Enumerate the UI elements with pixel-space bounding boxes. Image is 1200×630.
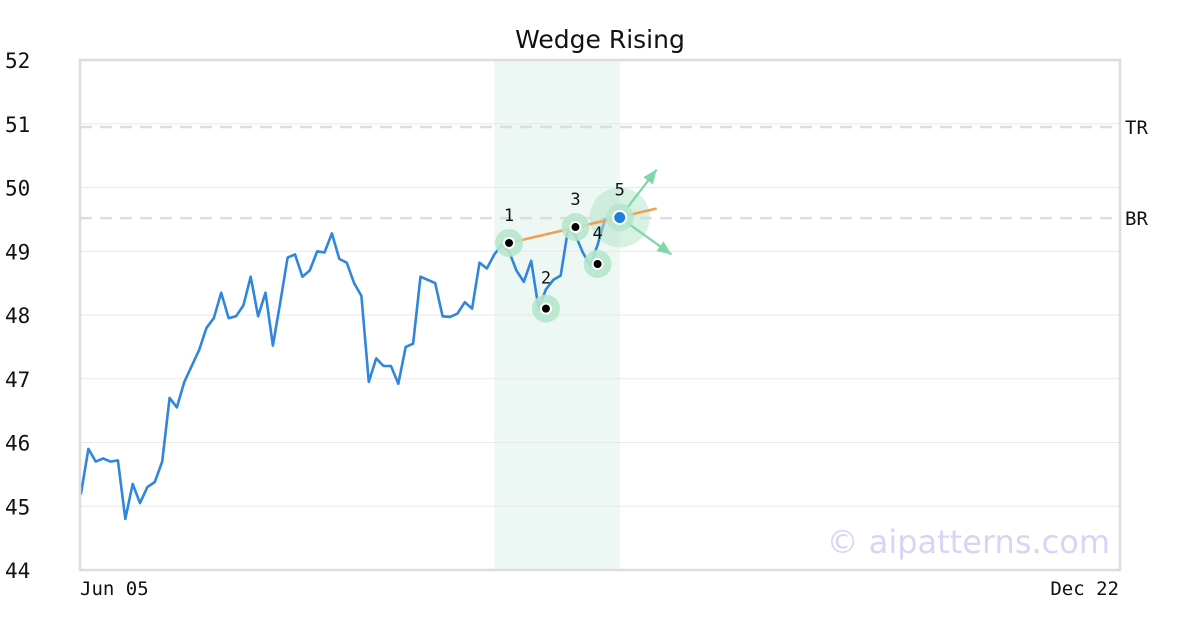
watermark: © aipatterns.com <box>827 523 1110 561</box>
pattern-point-3 <box>569 221 582 234</box>
y-tick-48: 48 <box>5 304 30 328</box>
pattern-point-label-3: 3 <box>570 190 580 210</box>
y-tick-52: 52 <box>5 49 30 73</box>
price-line <box>79 218 607 521</box>
pattern-point-1 <box>503 236 516 249</box>
y-axis-ticks: 44 45 46 47 48 49 50 51 52 <box>5 49 30 583</box>
y-tick-46: 46 <box>5 432 30 456</box>
pattern-point-5 <box>612 209 628 225</box>
y-tick-51: 51 <box>5 113 30 137</box>
y-tick-44: 44 <box>5 559 30 583</box>
x-tick-start: Jun 05 <box>80 578 149 600</box>
chart-title: Wedge Rising <box>515 25 685 54</box>
pattern-point-2 <box>539 302 552 315</box>
reference-label-br: BR <box>1125 208 1148 230</box>
gridlines <box>80 123 1120 507</box>
pattern-point-label-2: 2 <box>541 269 551 289</box>
x-tick-end: Dec 22 <box>1050 578 1119 600</box>
projection-arrowhead-1 <box>643 169 657 185</box>
pattern-point-label-1: 1 <box>504 206 514 226</box>
x-axis-ticks: Jun 05 Dec 22 <box>80 578 1119 600</box>
price-series <box>79 218 607 521</box>
y-tick-49: 49 <box>5 240 30 264</box>
y-tick-47: 47 <box>5 368 30 392</box>
pattern-point-label-4: 4 <box>592 224 602 244</box>
reference-label-tr: TR <box>1125 117 1148 139</box>
y-tick-50: 50 <box>5 177 30 201</box>
plot-frame <box>78 58 1122 572</box>
pattern-point-4 <box>591 258 604 270</box>
y-tick-45: 45 <box>5 495 30 519</box>
watermark-layer: © aipatterns.com <box>827 523 1110 561</box>
plot-border <box>78 58 1122 572</box>
projection-arrowhead-2 <box>656 241 672 255</box>
pattern-overlay: 1 2 34 5 <box>495 168 673 323</box>
pattern-point-label-5: 5 <box>615 180 625 200</box>
